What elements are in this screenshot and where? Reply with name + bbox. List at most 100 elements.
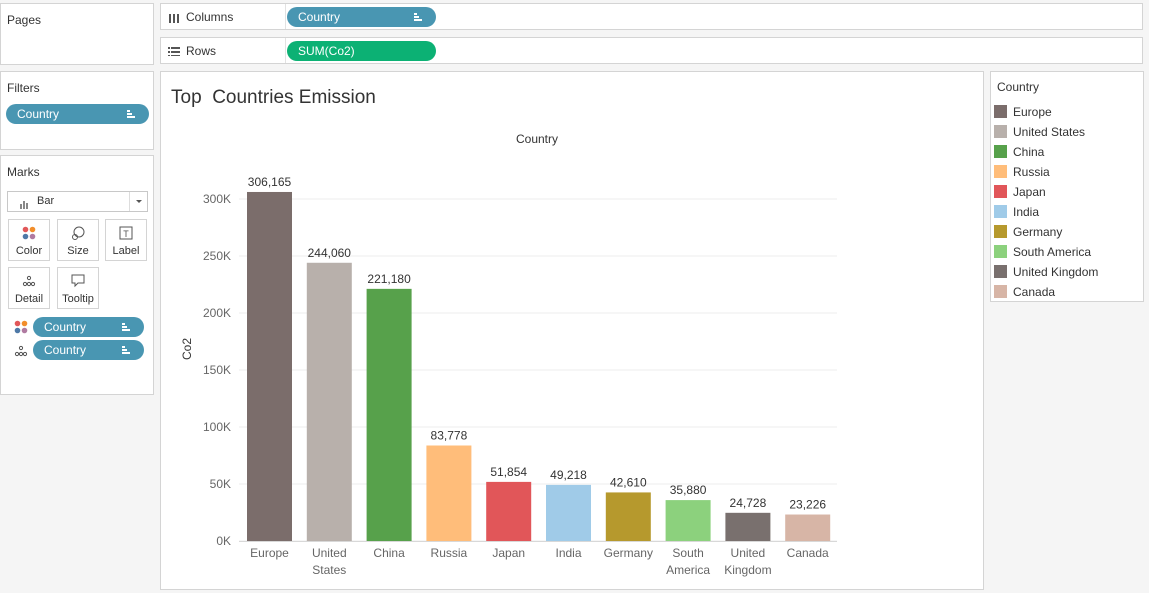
bar[interactable] (546, 484, 591, 541)
x-tick-label-line: Russia (431, 546, 468, 560)
color-button[interactable]: Color (8, 219, 50, 261)
y-tick-label: 200K (203, 306, 231, 320)
legend-label: Canada (1013, 285, 1056, 299)
y-tick-label: 150K (203, 363, 231, 377)
x-tick-label: South America (666, 546, 710, 577)
rows-icon (168, 45, 180, 56)
detail-button[interactable]: Detail (8, 267, 50, 309)
x-tick-label-line: South (672, 546, 703, 560)
sheet-view: Top Countries Emission Country 0K 50K 100K 1… (160, 71, 984, 590)
legend-swatch (994, 125, 1007, 138)
legend-swatch (994, 285, 1007, 298)
x-tick-label: China (373, 546, 405, 560)
x-tick-label-line: Japan (492, 546, 525, 560)
x-tick-label-line: United (731, 546, 766, 560)
mark-type-select[interactable]: Bar (7, 191, 148, 212)
y-tick-label: 100K (203, 420, 231, 434)
rows-pill[interactable]: SUM(Co2) (287, 41, 436, 61)
marks-card: Marks Bar Color Size T Label Detail (0, 155, 154, 395)
columns-pill[interactable]: Country (287, 7, 436, 27)
legend-label: Germany (1013, 225, 1063, 239)
rows-shelf[interactable]: Rows SUM(Co2) (160, 37, 1143, 64)
legend-label: Japan (1013, 185, 1046, 199)
legend-swatch (994, 245, 1007, 258)
legend-title: Country (997, 80, 1040, 94)
text-label-icon: T (119, 226, 133, 243)
color-field-pill[interactable]: Country (33, 317, 144, 337)
columns-icon (169, 12, 179, 23)
bar-chart: Country 0K 50K 100K 150K 200K 250K 300K Co2 306,1… (180, 132, 837, 577)
filters-title: Filters (7, 81, 40, 95)
y-tick-label: 0K (216, 534, 231, 548)
x-tick-label-line: Germany (604, 546, 653, 560)
x-tick-label: Germany (604, 546, 653, 560)
filter-pill-country[interactable]: Country (6, 104, 149, 124)
data-label: 244,060 (308, 246, 352, 260)
x-tick-label: Europe (250, 546, 289, 560)
sort-descending-icon (414, 13, 423, 22)
size-icon (71, 226, 85, 243)
data-label: 51,854 (490, 465, 527, 479)
x-tick-label: United States (312, 546, 347, 577)
x-tick-label-line: China (373, 546, 405, 560)
legend-label: Russia (1013, 165, 1050, 179)
x-tick-label: Japan (492, 546, 525, 560)
bar[interactable] (366, 288, 412, 541)
color-field-label: Country (44, 320, 87, 334)
color-icon (22, 226, 36, 243)
color-label: Color (15, 245, 43, 257)
data-label: 49,218 (550, 468, 587, 482)
legend-label: India (1013, 205, 1040, 219)
label-button[interactable]: T Label (105, 219, 147, 261)
detail-field-pill[interactable]: Country (33, 340, 144, 360)
y-tick-label: 300K (203, 192, 231, 206)
tooltip-icon (71, 274, 85, 291)
x-tick-label-line: United (312, 546, 347, 560)
bar[interactable] (665, 500, 711, 541)
bar[interactable] (725, 512, 771, 541)
data-label: 221,180 (367, 272, 411, 286)
shelf-divider (285, 38, 286, 63)
legend-label: China (1013, 145, 1045, 159)
data-label: 24,728 (730, 496, 767, 510)
filters-shelf[interactable]: Filters Country (0, 71, 154, 150)
rows-label: Rows (186, 44, 217, 58)
column-header: Country (516, 132, 558, 146)
bar[interactable] (785, 514, 831, 541)
rows-pill-label: SUM(Co2) (298, 44, 355, 58)
data-label: 83,778 (431, 428, 468, 442)
x-tick-label: Russia (431, 546, 468, 560)
pages-title: Pages (7, 13, 42, 27)
bar[interactable] (605, 492, 651, 541)
x-tick-label: Canada (787, 546, 829, 560)
detail-icon (22, 274, 36, 291)
legend-swatch (994, 185, 1007, 198)
pages-shelf[interactable]: Pages (0, 3, 154, 65)
mark-type-label: Bar (37, 195, 55, 207)
columns-shelf[interactable]: Columns Country (160, 3, 1143, 30)
sort-descending-icon (122, 346, 131, 355)
legend-label: United Kingdom (1013, 265, 1099, 279)
y-tick-label: 250K (203, 249, 231, 263)
legend-swatch (994, 165, 1007, 178)
tooltip-button[interactable]: Tooltip (57, 267, 99, 309)
legend-swatch (994, 105, 1007, 118)
bar[interactable] (247, 191, 292, 541)
columns-pill-label: Country (298, 10, 341, 24)
legend-label: South America (1013, 245, 1092, 259)
x-tick-label-line: Europe (250, 546, 289, 560)
bar[interactable] (486, 481, 532, 541)
bar[interactable] (426, 445, 472, 541)
sort-descending-icon (127, 110, 136, 119)
data-label: 42,610 (610, 475, 647, 489)
bar-chart-icon (20, 197, 30, 216)
label-label: Label (112, 245, 140, 257)
bar[interactable] (306, 262, 352, 541)
filter-pill-label: Country (17, 107, 60, 121)
size-label: Size (67, 245, 89, 257)
legend-label: Europe (1013, 105, 1052, 119)
tooltip-label: Tooltip (62, 293, 94, 305)
x-tick-label-line: India (555, 546, 581, 560)
data-label: 306,165 (248, 175, 292, 189)
size-button[interactable]: Size (57, 219, 99, 261)
